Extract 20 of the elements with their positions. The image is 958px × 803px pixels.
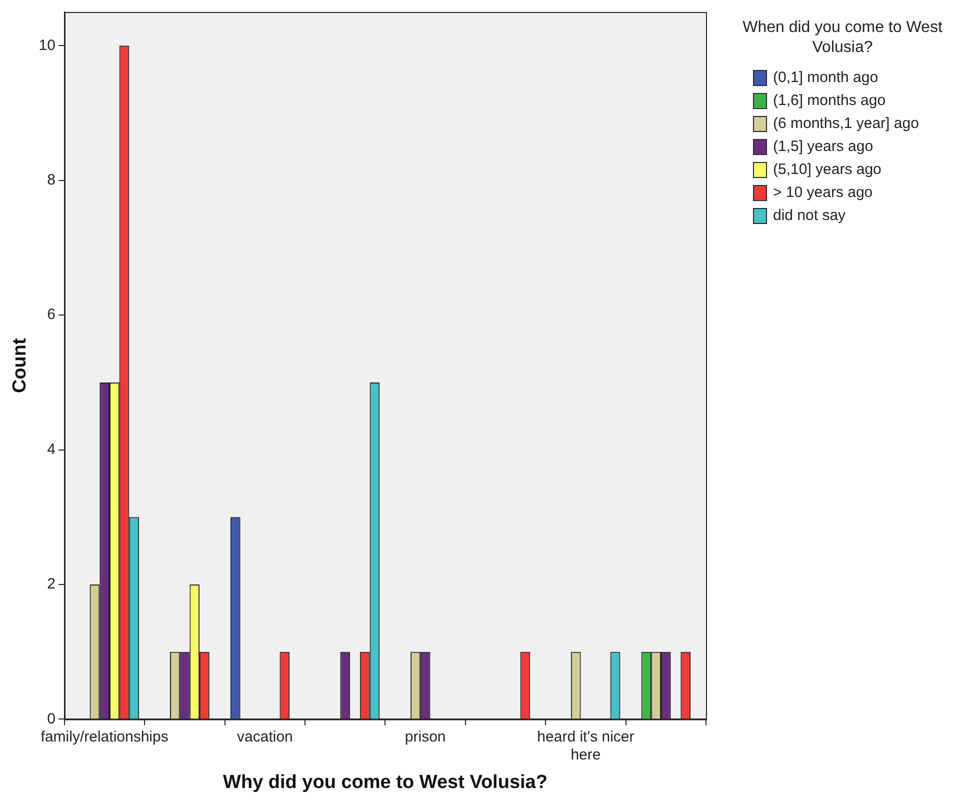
x-axis-title: Why did you come to West Volusia? [223,772,548,793]
y-tick-label: 6 [47,306,56,324]
legend-label: (1,6] months ago [773,92,886,109]
legend-label: did not say [773,207,846,224]
x-tick-label: vacation [237,728,293,746]
x-tick-label: heard it's nicer here [537,728,634,764]
y-tick-label: 8 [47,172,56,189]
legend-label: (1,5] years ago [773,138,874,155]
y-tick-label: 2 [47,576,56,593]
legend-label: (0,1] month ago [773,69,878,86]
legend-title: When did you come to West Volusia? [742,18,944,58]
y-tick-label: 0 [47,710,56,728]
legend-label: (6 months,1 year] ago [773,115,919,132]
y-tick-label: 4 [47,440,56,458]
y-axis-title: Count [10,338,31,394]
legend-label: > 10 years ago [773,184,873,201]
x-tick-label: family/relationships [40,728,168,746]
x-tick-label: prison [404,728,446,746]
legend-label: (5,10] years ago [773,161,882,178]
y-tick-label: 10 [38,36,56,54]
